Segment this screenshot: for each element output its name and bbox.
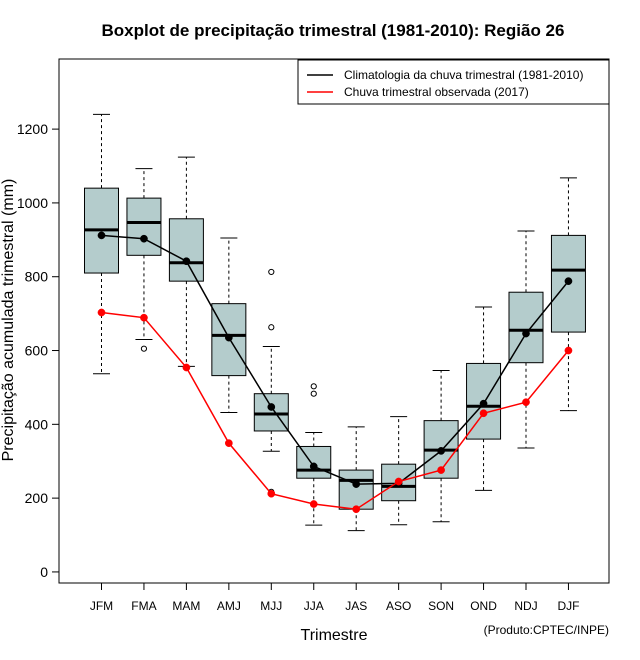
series-point [182, 257, 191, 266]
box-ndj [508, 230, 544, 449]
outlier-point [310, 390, 317, 397]
series-point [267, 489, 276, 498]
series-point [522, 398, 530, 407]
x-tick-label: JFM [90, 599, 113, 613]
y-tick-label: 1000 [17, 195, 48, 211]
series-point [564, 277, 573, 285]
y-axis-label: Precipitação acumulada trimestral (mm) [0, 179, 17, 462]
x-tick-label: ASO [386, 599, 411, 613]
box-ond [466, 306, 502, 491]
series-point [394, 477, 403, 486]
box-fma [126, 168, 162, 352]
series-point [522, 329, 530, 338]
series-point [564, 346, 573, 355]
x-tick-label: FMA [131, 599, 156, 613]
box-djf [550, 177, 586, 412]
series-point [97, 308, 106, 317]
legend-label-observed: Chuva trimestral observada (2017) [344, 85, 529, 99]
series-point [437, 447, 445, 455]
x-tick-label: NDJ [514, 599, 537, 613]
outlier-point [310, 383, 317, 390]
box-jas [338, 426, 374, 532]
outlier-point [268, 324, 275, 331]
y-tick-label: 200 [25, 490, 49, 506]
legend-box [297, 59, 610, 105]
series-point [140, 234, 148, 243]
y-tick-label: 1200 [17, 121, 48, 137]
series-point [182, 363, 191, 372]
legend: Climatologia da chuva trimestral (1981-2… [297, 59, 610, 105]
series-line [101, 311, 570, 510]
iqr-box [211, 303, 247, 377]
box-aso [381, 416, 417, 526]
series-point [352, 480, 361, 488]
x-tick-label: MAM [172, 599, 200, 613]
outlier-point [140, 345, 148, 352]
chart-title: Boxplot de precipitação trimestral (1981… [102, 21, 565, 40]
boxplot-group [84, 113, 586, 532]
x-tick-label: OND [470, 599, 497, 613]
outlier-point [268, 268, 275, 276]
iqr-box [126, 197, 162, 256]
x-tick-label: DJF [557, 599, 579, 613]
series-point [479, 409, 488, 418]
series-point [225, 439, 233, 447]
iqr-box [253, 393, 289, 432]
y-tick-label: 400 [25, 416, 49, 432]
legend-label-climatology: Climatologia da chuva trimestral (1981-2… [344, 68, 583, 82]
box-jfm [84, 113, 119, 375]
x-tick-label: JAS [345, 599, 367, 613]
y-axis: 0 200 400 600 800 1000 1200 [17, 121, 60, 580]
box-mjj [253, 268, 289, 495]
iqr-box [168, 218, 204, 282]
series-point [479, 399, 488, 408]
x-axis: JFM FMA MAM AMJ MJJ JJA JAS ASO SON OND NDJ DJF [90, 582, 579, 613]
x-tick-label: AMJ [217, 599, 241, 613]
series-point [267, 403, 276, 411]
series-point [225, 333, 233, 342]
series-point [140, 313, 148, 322]
x-tick-label: MJJ [260, 599, 282, 613]
iqr-box [296, 445, 332, 479]
series-point [352, 505, 361, 514]
x-axis-label: Trimestre [301, 627, 368, 644]
series-point [309, 462, 318, 471]
series-point [97, 231, 106, 240]
x-tick-label: JJA [304, 599, 324, 613]
box-son [423, 369, 459, 523]
y-tick-label: 600 [25, 343, 49, 359]
series-observed [97, 308, 573, 514]
credit-text: (Produto:CPTEC/INPE) [484, 623, 609, 637]
x-tick-label: SON [428, 599, 454, 613]
series-point [437, 466, 445, 474]
y-tick-label: 800 [25, 269, 49, 285]
series-lines [97, 231, 573, 514]
iqr-box [338, 469, 374, 510]
series-line [101, 234, 570, 485]
series-point [309, 500, 318, 508]
y-tick-label: 0 [40, 564, 48, 580]
series-climatology [97, 231, 573, 488]
box-amj [211, 237, 247, 414]
